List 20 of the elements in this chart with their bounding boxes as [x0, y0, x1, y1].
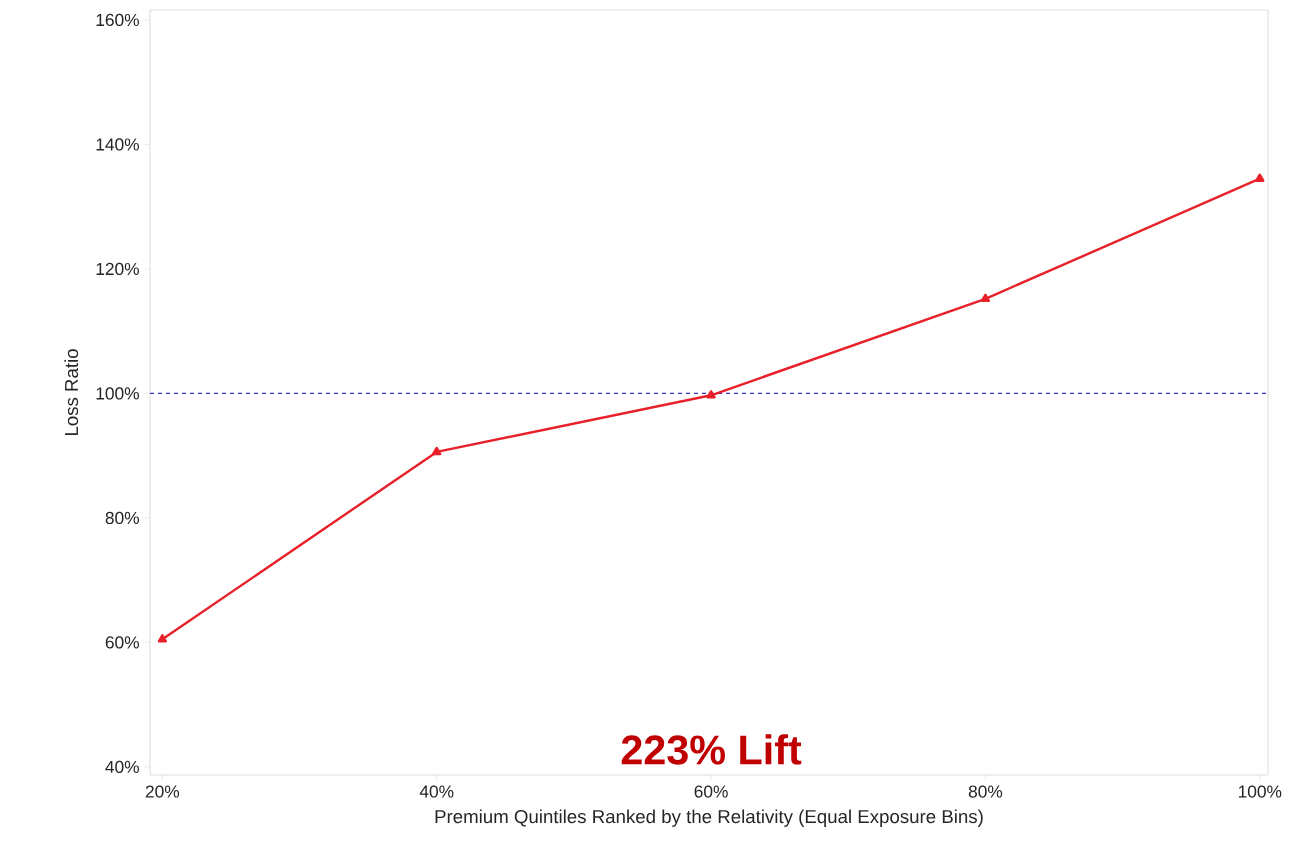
y-tick-label: 40%	[105, 760, 139, 774]
x-tick-label: 20%	[145, 785, 180, 798]
x-tick-label: 80%	[968, 785, 1003, 798]
point	[1255, 173, 1265, 182]
y-tick-label: 80%	[105, 511, 139, 525]
y-tick-label: 120%	[96, 262, 139, 276]
x-tick-label: 40%	[419, 785, 454, 798]
x-tick-label: 100%	[1238, 785, 1282, 798]
annotation: 223% Lift	[621, 734, 802, 765]
y-tick-label: 60%	[105, 636, 139, 649]
y-tick-label: 160%	[96, 13, 139, 27]
point	[706, 390, 716, 399]
y-tick-label: 100%	[96, 387, 139, 400]
x-axis-title: Premium Quintiles Ranked by the Relativity (Equal Exposure Bins)	[435, 809, 983, 827]
point	[980, 293, 991, 303]
y-axis-title: Loss Ratio	[64, 349, 79, 436]
point	[157, 634, 168, 643]
x-tick-label: 60%	[694, 785, 728, 798]
point	[432, 446, 442, 456]
y-tick-label: 140%	[96, 138, 139, 151]
